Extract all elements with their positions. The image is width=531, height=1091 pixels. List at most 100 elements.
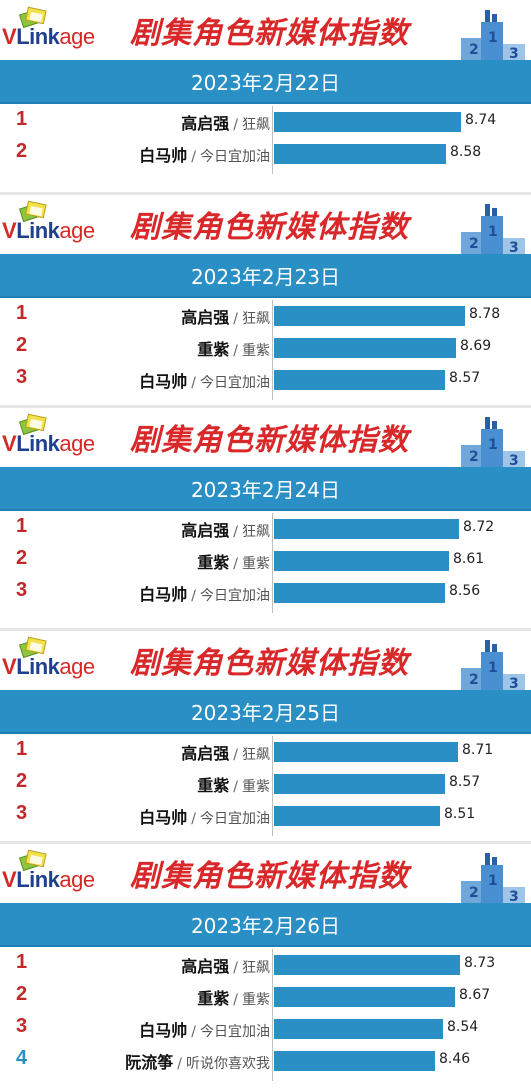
character-name: 高启强 — [181, 521, 230, 540]
ranking-panel-4: VLinkage 剧集角色新媒体指数 2 1 3 2023年2月25日 1 高启强… — [0, 630, 531, 843]
character-name: 重紫 — [197, 553, 230, 572]
show-name: 重紫 — [242, 992, 270, 1008]
category-label: 阮流筝 / 听说你喜欢我 — [125, 1049, 270, 1073]
show-name: 今日宜加油 — [200, 811, 270, 827]
rank-row: 1 高启强 / 狂飙 8.74 — [0, 104, 531, 136]
show-name: 狂飙 — [242, 311, 270, 327]
podium-icon: 2 1 3 — [461, 640, 525, 690]
logo-link: Link — [16, 654, 60, 679]
date-banner: 2023年2月22日 — [0, 60, 531, 104]
axis-line — [272, 106, 273, 174]
label-separator: / — [233, 556, 238, 572]
axis-line — [272, 300, 273, 400]
show-name: 今日宜加油 — [200, 1024, 270, 1040]
svg-text:3: 3 — [509, 46, 519, 60]
character-name: 高启强 — [181, 957, 230, 976]
show-name: 今日宜加油 — [200, 149, 270, 165]
show-name: 听说你喜欢我 — [186, 1056, 270, 1072]
bar — [274, 955, 460, 975]
show-name: 狂飙 — [242, 117, 270, 133]
character-name: 白马帅 — [139, 585, 188, 604]
category-label: 重紫 / 重紫 — [197, 549, 270, 573]
logo-age: age — [59, 24, 95, 49]
bar — [274, 370, 445, 390]
logo-age: age — [59, 431, 95, 456]
rank-number: 4 — [16, 1047, 28, 1069]
label-separator: / — [233, 992, 238, 1008]
character-name: 白马帅 — [139, 372, 188, 391]
logo-link: Link — [16, 867, 60, 892]
axis-line — [272, 949, 273, 1081]
bar — [274, 806, 440, 826]
svg-text:1: 1 — [488, 873, 498, 889]
logo-v: V — [2, 24, 17, 49]
character-name: 高启强 — [181, 114, 230, 133]
podium-icon: 2 1 3 — [461, 417, 525, 467]
chart-title: 剧集角色新媒体指数 — [130, 16, 409, 51]
date-label: 2023年2月26日 — [190, 913, 341, 938]
rank-row: 3 白马帅 / 今日宜加油 8.51 — [0, 798, 531, 830]
rank-row: 1 高启强 / 狂飙 8.78 — [0, 298, 531, 330]
date-label: 2023年2月25日 — [190, 700, 341, 725]
rank-row: 3 白马帅 / 今日宜加油 8.56 — [0, 575, 531, 607]
bar — [274, 112, 461, 132]
vlinkage-logo: VLinkage — [0, 849, 112, 897]
rank-number: 3 — [16, 1015, 28, 1037]
logo-frames-icon — [18, 6, 47, 29]
show-name: 狂飙 — [242, 524, 270, 540]
value-label: 8.57 — [449, 370, 481, 386]
category-label: 白马帅 / 今日宜加油 — [139, 581, 270, 605]
label-separator: / — [233, 779, 238, 795]
rank-number: 1 — [16, 515, 28, 537]
panel-header: VLinkage 剧集角色新媒体指数 2 1 3 — [0, 194, 531, 254]
label-separator: / — [233, 747, 238, 763]
character-name: 白马帅 — [139, 1021, 188, 1040]
panel-divider — [0, 192, 531, 195]
show-name: 今日宜加油 — [200, 588, 270, 604]
svg-text:1: 1 — [488, 224, 498, 240]
bar — [274, 1051, 435, 1071]
category-label: 白马帅 / 今日宜加油 — [139, 142, 270, 166]
rank-number: 2 — [16, 983, 28, 1005]
logo-wordmark: VLinkage — [2, 24, 95, 50]
date-banner: 2023年2月25日 — [0, 690, 531, 734]
panel-divider — [0, 841, 531, 844]
logo-wordmark: VLinkage — [2, 218, 95, 244]
label-separator: / — [233, 524, 238, 540]
chart-title: 剧集角色新媒体指数 — [130, 210, 409, 245]
character-name: 重紫 — [197, 776, 230, 795]
bar — [274, 551, 449, 571]
date-label: 2023年2月24日 — [190, 477, 341, 502]
svg-text:1: 1 — [488, 437, 498, 453]
category-label: 白马帅 / 今日宜加油 — [139, 368, 270, 392]
bar — [274, 583, 445, 603]
label-separator: / — [191, 375, 196, 391]
category-label: 高启强 / 狂飙 — [181, 304, 270, 328]
category-label: 重紫 / 重紫 — [197, 336, 270, 360]
logo-frames-icon — [18, 413, 47, 436]
label-separator: / — [233, 960, 238, 976]
logo-wordmark: VLinkage — [2, 867, 95, 893]
vlinkage-logo: VLinkage — [0, 413, 112, 461]
panel-header: VLinkage 剧集角色新媒体指数 2 1 3 — [0, 843, 531, 903]
svg-text:2: 2 — [469, 672, 479, 688]
ranking-panel-5: VLinkage 剧集角色新媒体指数 2 1 3 2023年2月26日 1 高启强… — [0, 843, 531, 1091]
chart-title: 剧集角色新媒体指数 — [130, 646, 409, 681]
svg-text:2: 2 — [469, 449, 479, 465]
logo-v: V — [2, 654, 17, 679]
bar — [274, 774, 445, 794]
value-label: 8.67 — [459, 987, 491, 1003]
axis-line — [272, 736, 273, 836]
rank-number: 2 — [16, 547, 28, 569]
bar — [274, 338, 456, 358]
value-label: 8.56 — [449, 583, 481, 599]
date-label: 2023年2月23日 — [190, 264, 341, 289]
rank-row: 1 高启强 / 狂飙 8.71 — [0, 734, 531, 766]
value-label: 8.54 — [447, 1019, 479, 1035]
svg-text:3: 3 — [509, 889, 519, 903]
rank-row: 3 白马帅 / 今日宜加油 8.54 — [0, 1011, 531, 1043]
logo-wordmark: VLinkage — [2, 654, 95, 680]
panel-header: VLinkage 剧集角色新媒体指数 2 1 3 — [0, 407, 531, 467]
rank-row: 4 阮流筝 / 听说你喜欢我 8.46 — [0, 1043, 531, 1075]
panel-header: VLinkage 剧集角色新媒体指数 2 1 3 — [0, 630, 531, 690]
